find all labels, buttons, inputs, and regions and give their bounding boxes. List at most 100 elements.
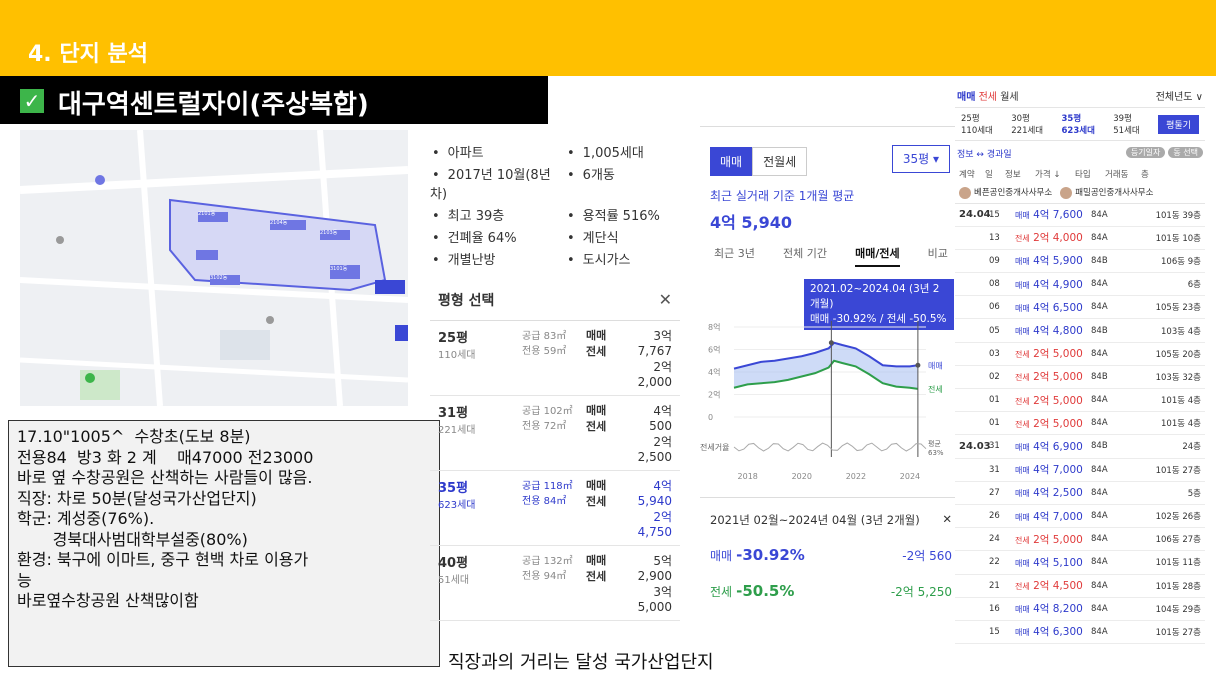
complex-info-panel: 아파트 1,005세대 2017년 10월(8년차) 6개동 최고 39층 용적…: [430, 142, 680, 621]
tab-compare[interactable]: 비교: [927, 247, 948, 260]
table-row[interactable]: 22 매매 4억 5,100 84A 101동 11층: [955, 551, 1205, 575]
tx-dong-floor: 101동 10층: [1155, 233, 1201, 244]
change-summary: 2021년 02월~2024년 04월 (3년 2개월) ✕ 매매 -30.92% …: [700, 497, 962, 614]
tab-all-period[interactable]: 전체 기간: [783, 247, 827, 260]
tx-size-35[interactable]: 35평 623세대: [1061, 114, 1095, 136]
table-row[interactable]: 27 매매 4억 2,500 84A 5층: [955, 482, 1205, 505]
map-graphic: [20, 130, 408, 406]
sale-price: 4억 5,940: [637, 479, 672, 508]
table-row[interactable]: 26 매매 4억 7,000 84A 102동 26층: [955, 505, 1205, 529]
exclusive-area: 전용 59㎡: [522, 346, 567, 357]
tab-sale[interactable]: 매매: [710, 147, 753, 176]
pyeong-option-31[interactable]: 31평 221세대 공급 102㎡ 전용 72㎡ 매매 전세 4억 500 2억 2,5…: [430, 396, 680, 471]
exclusive-area: 전용 94㎡: [522, 571, 567, 582]
tab-sale-jeonse[interactable]: 매매/전세: [855, 245, 900, 267]
table-row[interactable]: 24.03 31 매매 4억 6,900 84B 24층: [955, 435, 1205, 459]
pyeong-select-header: 평형 선택 ✕: [430, 290, 680, 310]
table-row[interactable]: 13 전세 2억 4,000 84A 101동 10층: [955, 227, 1205, 250]
table-row[interactable]: 09 매매 4억 5,900 84B 106동 9층: [955, 250, 1205, 274]
table-row[interactable]: 05 매매 4억 4,800 84B 103동 4층: [955, 319, 1205, 343]
summary-title: 2021년 02월~2024년 04월 (3년 2개월): [710, 513, 920, 527]
table-row[interactable]: 15 매매 4억 6,300 84A 101동 27층: [955, 621, 1205, 645]
exclusive-area: 전용 72㎡: [522, 421, 567, 432]
agent-item[interactable]: 베픈공인중개사사무소: [959, 186, 1052, 199]
sale-price: 4억 500: [649, 404, 672, 433]
tx-size-39[interactable]: 39평 51세대: [1113, 114, 1140, 136]
tx-day: 05: [989, 325, 1000, 336]
summary-jeonse-row: 전세 -50.5% -2억 5,250: [710, 582, 952, 600]
tx-type: 84B: [1091, 371, 1108, 382]
tx-day: 15: [989, 209, 1000, 220]
tx-tab-jeonse[interactable]: 전세: [978, 92, 997, 103]
tx-type: 84A: [1091, 418, 1108, 429]
jeonse-label: 전세: [586, 420, 607, 433]
table-row[interactable]: 08 매매 4억 4,900 84A 6층: [955, 273, 1205, 297]
tx-price: 매매 4억 4,900: [1015, 278, 1083, 291]
agent-list: 베픈공인중개사사무소 패밀공인중개사사무소: [955, 182, 1205, 204]
x-tick-label: 2020: [792, 472, 812, 481]
tx-type: 84A: [1091, 232, 1108, 243]
tx-dong-floor: 103동 4층: [1161, 326, 1201, 337]
pyeong-button[interactable]: 평둘기: [1158, 114, 1199, 134]
registry-date-button[interactable]: 등기일자: [1125, 147, 1166, 158]
complex-map[interactable]: 2101동 2104동 2103동 3101동 3102동: [20, 130, 408, 406]
pyeong-option-25[interactable]: 25평 110세대 공급 83㎡ 전용 59㎡ 매매 전세 3억 7,767 2억 2,…: [430, 321, 680, 396]
pyeong-option-40[interactable]: 40평 51세대 공급 132㎡ 전용 94㎡ 매매 전세 5억 2,900 3억 5,…: [430, 546, 680, 621]
table-row[interactable]: 03 전세 2억 5,000 84A 105동 20층: [955, 343, 1205, 366]
analysis-notes: 17.10"1005^ 수창초(도보 8분) 전용84 방3 화 2 계 매47…: [8, 420, 440, 667]
pyeong-size: 25평: [438, 331, 469, 346]
tab-rent[interactable]: 전월세: [752, 147, 808, 176]
table-row[interactable]: 02 전세 2억 5,000 84B 103동 32층: [955, 366, 1205, 389]
note-line: 바로 옆 수창공원은 산책하는 사람들이 많음.: [17, 468, 313, 487]
tx-price: 전세 2억 5,000: [1015, 417, 1083, 430]
info-toggle[interactable]: 정보 ↔ 경과일: [957, 150, 1012, 160]
tx-day: 15: [989, 626, 1000, 637]
table-row[interactable]: 24 전세 2억 5,000 84A 106동 27층: [955, 528, 1205, 552]
info-grid: 아파트 1,005세대 2017년 10월(8년차) 6개동 최고 39층 용적…: [430, 142, 680, 268]
dong-select-button[interactable]: 동 선택: [1168, 147, 1203, 158]
table-row[interactable]: 21 전세 2억 4,500 84A 101동 28층: [955, 575, 1205, 598]
tx-tab-sale[interactable]: 매매: [957, 92, 976, 103]
table-row[interactable]: 01 전세 2억 5,000 84A 101동 4층: [955, 412, 1205, 436]
note-line: 능: [17, 570, 32, 590]
agent-item[interactable]: 패밀공인중개사사무소: [1060, 186, 1153, 199]
tooltip-change: 매매 -30.92% / 전세 -50.5%: [810, 313, 947, 325]
tx-size-30[interactable]: 30평 221세대: [1011, 114, 1044, 136]
tx-price: 매매 4억 6,300: [1015, 626, 1083, 639]
note-line: 바로옆수창공원 산책많이함: [17, 591, 199, 610]
table-row[interactable]: 06 매매 4억 6,500 84A 105동 23층: [955, 296, 1205, 320]
info-item: 개별난방: [430, 249, 565, 268]
tx-dong-floor: 101동 39층: [1155, 210, 1201, 221]
tx-day: 02: [989, 371, 1000, 382]
tx-day: 31: [989, 441, 1000, 452]
tx-type: 84A: [1091, 302, 1108, 313]
table-row[interactable]: 01 전세 2억 5,000 84A 101동 4층: [955, 389, 1205, 413]
workplace-caption: 직장과의 거리는 달성 국가산업단지: [448, 652, 714, 673]
tx-tab-monthly[interactable]: 월세: [1000, 92, 1019, 103]
tx-price: 매매 4억 2,500: [1015, 487, 1083, 500]
tx-size-tabs: 25평 110세대 30평 221세대 35평 623세대 39평 51세대 평둘기: [955, 107, 1205, 141]
complex-name: 대구역센트럴자이(주상복합): [58, 90, 369, 120]
tx-type: 84A: [1091, 395, 1108, 406]
info-item: 2017년 10월(8년차): [430, 164, 565, 202]
tab-recent-3y[interactable]: 최근 3년: [714, 247, 755, 260]
table-row[interactable]: 31 매매 4억 7,000 84A 101동 27층: [955, 459, 1205, 482]
pyeong-select-title: 평형 선택: [438, 293, 495, 309]
volume-pct: 63%: [928, 449, 944, 457]
tx-dong-floor: 101동 11층: [1155, 558, 1201, 569]
pyeong-option-35[interactable]: 35평 623세대 공급 118㎡ 전용 84㎡ 매매 전세 4억 5,940 2억 4…: [430, 471, 680, 546]
table-row[interactable]: 24.04 15 매매 4억 7,600 84A 101동 39층: [955, 204, 1205, 227]
supply-area: 공급 118㎡: [522, 481, 573, 492]
year-filter[interactable]: 전체년도 ∨: [1155, 92, 1203, 103]
table-row[interactable]: 16 매매 4억 8,200 84A 104동 29층: [955, 598, 1205, 621]
tx-size-25[interactable]: 25평 110세대: [961, 114, 993, 136]
tx-day: 24: [989, 534, 1000, 545]
close-icon[interactable]: ✕: [942, 512, 952, 526]
pyeong-units: 623세대: [438, 500, 476, 511]
sale-price: 5억 2,900: [637, 554, 672, 583]
close-icon[interactable]: ✕: [658, 290, 672, 309]
range-point: [915, 362, 921, 368]
tx-day: 31: [989, 464, 1000, 475]
size-select[interactable]: 35평 ▾: [892, 145, 950, 173]
